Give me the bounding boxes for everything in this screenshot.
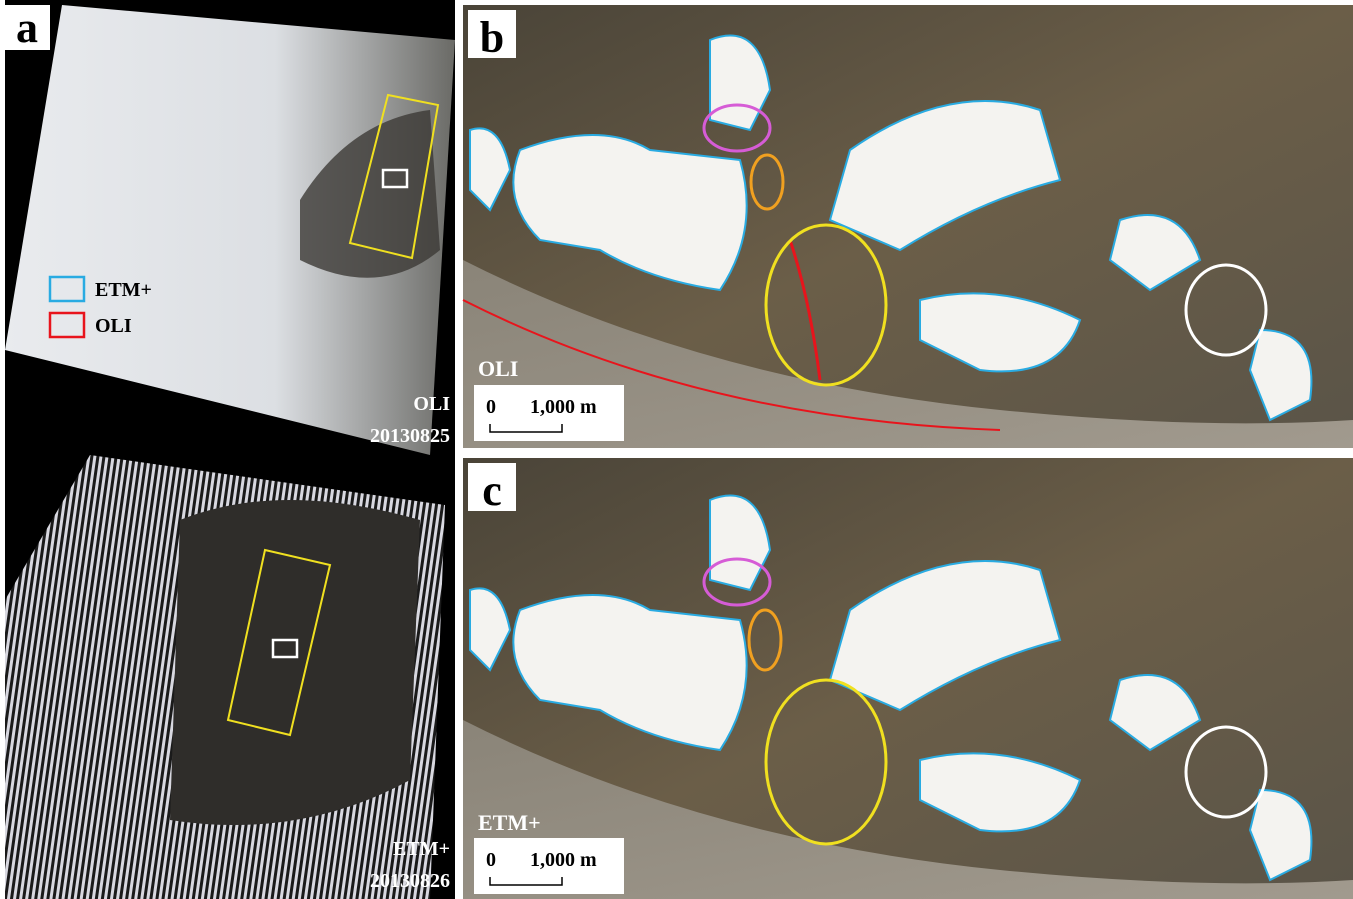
etm-coast: [170, 500, 420, 825]
panel-a: a ETM+ OLI OLI 20130825 ETM+ 20130826: [5, 0, 455, 899]
date-label: 20130826: [370, 870, 450, 892]
panel-label: a: [16, 3, 38, 52]
scale-bar-label: 1,000 m: [530, 849, 597, 871]
scale-bar-label: 1,000 m: [530, 396, 597, 418]
panel-c: c ETM+ 0 1,000 m: [463, 458, 1353, 899]
figure: a ETM+ OLI OLI 20130825 ETM+ 20130826 b …: [0, 0, 1353, 899]
scale-bar-label: 0: [486, 849, 496, 871]
legend-label: ETM+: [95, 279, 152, 301]
legend-label: OLI: [95, 315, 132, 337]
date-label: 20130825: [370, 425, 450, 447]
panel-label: b: [480, 13, 504, 62]
sensor-label: ETM+: [393, 838, 450, 860]
scale-bar-label: 0: [486, 396, 496, 418]
panel-label: c: [482, 466, 502, 515]
sensor-label: ETM+: [478, 810, 541, 835]
sensor-label: OLI: [413, 393, 450, 415]
sensor-label: OLI: [478, 356, 518, 381]
panel-b: b OLI 0 1,000 m: [463, 5, 1353, 448]
